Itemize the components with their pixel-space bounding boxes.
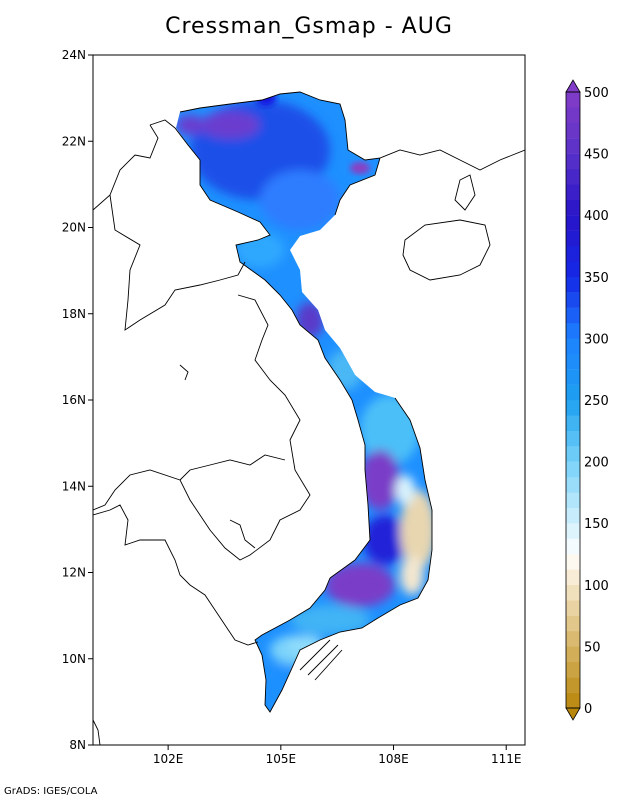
colorbar-swatch (566, 122, 580, 139)
lon-tick-label: 108E (378, 752, 409, 766)
colorbar-swatch (566, 215, 580, 231)
map-title: Cressman_Gsmap - AUG (165, 14, 453, 39)
colorbar-swatch (566, 153, 580, 170)
colorbar: 0 50 100 150 200 250 300 350 400 450 500 (565, 79, 609, 721)
lon-tick-label: 111E (491, 752, 522, 766)
colorbar-swatch (566, 276, 580, 293)
colorbar-frame (565, 91, 581, 709)
latitude-ticks: 8N 10N 12N 14N 16N 18N 20N 22N 24N (62, 48, 93, 752)
lat-tick-label: 14N (62, 479, 86, 493)
colorbar-swatch (566, 92, 580, 108)
colorbar-swatch (566, 554, 580, 570)
colorbar-label: 100 (584, 579, 609, 594)
colorbar-swatch (566, 538, 580, 555)
colorbar-swatch (566, 615, 580, 632)
longitude-ticks: 102E 105E 108E 111E (153, 745, 522, 766)
colorbar-swatch (566, 369, 580, 385)
colorbar-swatch (566, 246, 580, 262)
colorbar-swatch (566, 199, 580, 216)
colorbar-swatch (566, 507, 580, 524)
colorbar-max-arrow (565, 79, 581, 93)
colorbar-label: 500 (584, 86, 609, 101)
lat-tick-label: 8N (69, 738, 86, 752)
colorbar-swatch (566, 261, 580, 277)
colorbar-swatch (566, 292, 580, 308)
mekong-delta-rivers (299, 639, 343, 681)
lat-tick-label: 24N (62, 48, 86, 62)
colorbar-swatch (566, 323, 580, 339)
colorbar-swatch (566, 646, 580, 662)
colorbar-swatch (566, 384, 580, 401)
colorbar-label: 450 (584, 148, 609, 163)
colorbar-label: 200 (584, 456, 609, 471)
colorbar-swatch (566, 353, 580, 370)
colorbar-swatch (566, 600, 580, 616)
colorbar-swatch (566, 631, 580, 647)
vietnam-outline (179, 91, 433, 713)
lat-tick-label: 18N (62, 307, 86, 321)
colorbar-swatch (566, 138, 580, 154)
colorbar-label: 50 (584, 640, 601, 655)
colorbar-swatch (566, 477, 580, 493)
colorbar-swatch (566, 692, 580, 709)
lat-tick-label: 20N (62, 221, 86, 235)
lon-tick-label: 105E (266, 752, 297, 766)
colorbar-label: 300 (584, 332, 609, 347)
country-borders (93, 119, 525, 745)
colorbar-swatch (566, 446, 580, 462)
colorbar-swatch (566, 584, 580, 601)
colorbar-swatch (566, 400, 580, 416)
lon-tick-label: 102E (153, 752, 184, 766)
colorbar-label: 0 (584, 702, 592, 717)
lat-tick-label: 10N (62, 652, 86, 666)
colorbar-swatch (566, 338, 580, 354)
colorbar-swatch (566, 307, 580, 324)
lat-tick-label: 16N (62, 393, 86, 407)
colorbar-label: 400 (584, 209, 609, 224)
lat-tick-label: 12N (62, 566, 86, 580)
colorbar-label: 150 (584, 517, 609, 532)
colorbar-swatch (566, 230, 580, 247)
colorbar-swatch (566, 677, 580, 693)
colorbar-swatch (566, 461, 580, 478)
colorbar-label: 250 (584, 394, 609, 409)
colorbar-label: 350 (584, 271, 609, 286)
colorbar-swatch (566, 523, 580, 539)
colorbar-min-arrow (565, 707, 581, 721)
grads-credit: GrADS: IGES/COLA (4, 786, 98, 797)
colorbar-swatch (566, 184, 580, 200)
colorbar-swatch (566, 430, 580, 447)
colorbar-swatch (566, 569, 580, 585)
colorbar-swatch (566, 661, 580, 678)
colorbar-swatch (566, 169, 580, 185)
colorbar-swatch (566, 107, 580, 123)
colorbar-swatch (566, 415, 580, 431)
colorbar-swatch (566, 492, 580, 508)
lat-tick-label: 22N (62, 134, 86, 148)
